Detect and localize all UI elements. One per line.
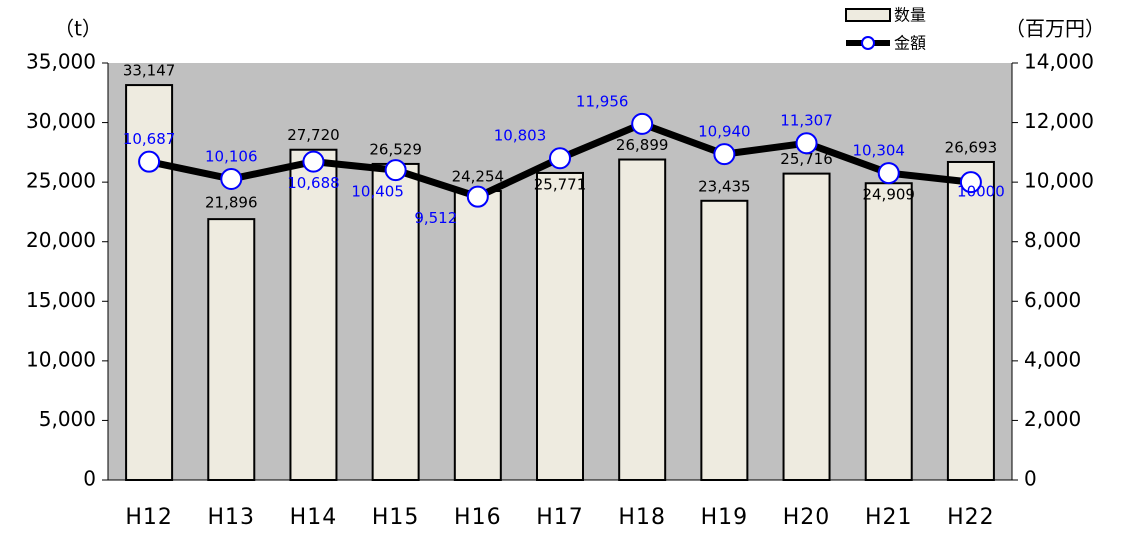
bar [946,160,995,481]
line-marker [549,147,571,170]
x-tick-label: H19 [701,505,749,530]
y2-tick-label: 10,000 [1024,169,1094,193]
y-tick-label: 5,000 [39,407,96,431]
bar [371,162,420,482]
bar [289,148,338,481]
bar-value-label: 26,899 [616,136,669,154]
line-marker [138,150,161,173]
bar [700,199,749,481]
x-tick-label: H15 [372,505,420,530]
line-value-label: 11,956 [576,92,629,110]
bar [618,158,667,481]
line-marker [959,171,982,194]
y-tick-label: 0 [83,467,96,491]
y-tick-label: 25,000 [26,169,96,193]
bar-value-label: 26,693 [945,138,998,156]
line-value-label: 9,512 [414,209,457,227]
x-tick-label: H13 [207,505,255,530]
y-tick-label: 35,000 [26,50,96,74]
line-value-label: 10,106 [205,147,258,165]
y2-axis-label: （百万円） [1005,17,1105,41]
legend-label: 数量 [894,6,926,25]
bar [864,182,913,481]
y2-tick-label: 14,000 [1024,50,1094,74]
bar-value-label: 25,716 [780,150,833,168]
y2-tick-label: 12,000 [1024,109,1094,133]
y2-tick-label: 0 [1024,467,1037,491]
legend-label: 金額 [894,34,926,53]
bar-value-label: 24,909 [862,186,915,204]
bar-value-label: 21,896 [205,194,258,212]
x-tick-label: H21 [865,505,913,530]
bar [536,171,584,481]
x-tick-label: H22 [947,505,995,530]
y2-tick-label: 6,000 [1024,288,1081,312]
line-value-label: 11,307 [780,112,833,130]
line-marker [466,185,489,208]
bar [453,190,502,481]
x-tick-label: H20 [783,505,831,530]
y2-tick-label: 2,000 [1024,407,1081,431]
line-marker [713,143,736,166]
line-marker [302,150,325,173]
y-axis-label: （t） [54,17,102,41]
x-tick-label: H17 [536,505,584,530]
line-marker [795,132,818,155]
legend-bar-swatch [845,8,891,22]
line-value-label: 10,687 [123,130,176,148]
x-tick-label: H12 [125,505,173,530]
bar-value-label: 24,254 [452,168,505,186]
y-tick-label: 15,000 [26,288,96,312]
bar [782,172,831,481]
y-tick-label: 10,000 [26,347,96,371]
bar-value-label: 26,529 [369,140,422,158]
bar-value-label: 23,435 [698,177,751,195]
line-marker [220,167,243,190]
line-value-label: 10000 [957,183,1005,201]
bar-value-label: 25,771 [534,175,587,193]
bar [207,218,256,482]
y-tick-label: 20,000 [26,228,96,252]
bar-value-label: 33,147 [123,62,176,80]
line-marker [631,112,654,135]
line-value-label: 10,940 [698,123,751,141]
x-tick-label: H14 [290,505,338,530]
line-value-label: 10,688 [287,174,340,192]
x-tick-label: H16 [454,505,502,530]
bar-value-label: 27,720 [287,126,340,144]
line-value-label: 10,803 [494,127,547,145]
y-tick-label: 30,000 [26,109,96,133]
line-value-label: 10,405 [351,183,404,201]
y2-tick-label: 4,000 [1024,347,1081,371]
line-marker [877,162,900,185]
line-marker [384,159,407,182]
y2-tick-label: 8,000 [1024,228,1081,252]
line-value-label: 10,304 [852,142,905,160]
legend-marker [861,36,875,50]
x-tick-label: H18 [618,505,666,530]
